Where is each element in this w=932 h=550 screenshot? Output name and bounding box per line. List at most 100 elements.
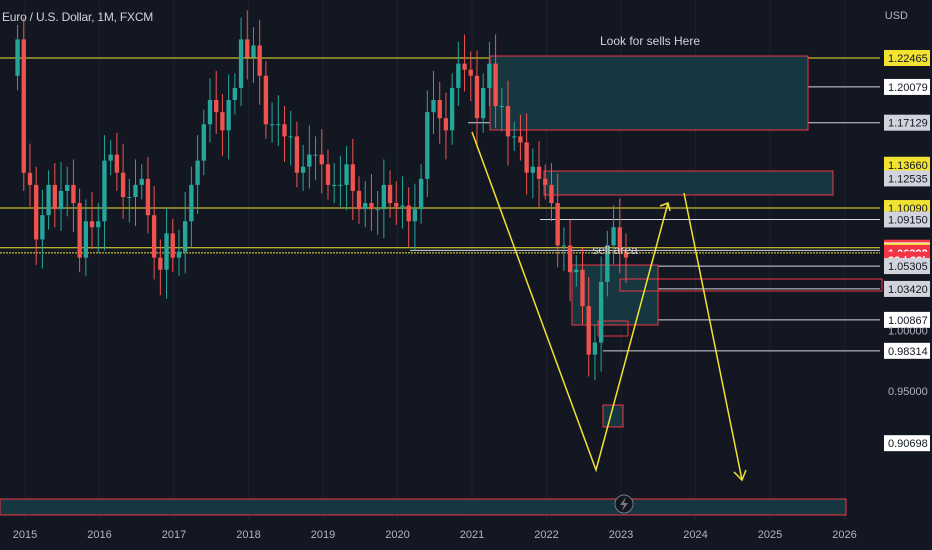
candle-body bbox=[394, 203, 399, 207]
candle-body bbox=[71, 184, 76, 204]
price-label-14: 1.00867 bbox=[888, 315, 928, 327]
price-label-3: 1.13660 bbox=[888, 160, 928, 172]
tick-label-2025: 2025 bbox=[758, 529, 782, 541]
lightning-icon[interactable] bbox=[614, 494, 634, 514]
candle-body bbox=[598, 281, 604, 343]
tick-label-2018: 2018 bbox=[236, 529, 260, 541]
candle-body bbox=[586, 306, 591, 355]
candle-body bbox=[387, 184, 393, 204]
candle-body bbox=[127, 197, 132, 199]
price-label-bg-4 bbox=[884, 170, 930, 187]
price-label-bg-16 bbox=[884, 342, 930, 359]
candle-body bbox=[617, 227, 622, 252]
candle-body bbox=[77, 203, 82, 258]
tick-label-2020: 2020 bbox=[385, 529, 409, 541]
down-arrow-head bbox=[733, 469, 747, 482]
candle-body bbox=[437, 100, 442, 119]
candle-body bbox=[114, 154, 120, 173]
candle-body bbox=[524, 142, 529, 173]
price-label-bg-14 bbox=[884, 311, 930, 328]
candle-body bbox=[499, 106, 504, 108]
candle-body bbox=[207, 100, 213, 125]
v-pattern-line[interactable] bbox=[471, 131, 669, 473]
candle-body bbox=[189, 184, 194, 222]
tick-label-2016: 2016 bbox=[87, 529, 111, 541]
candle-body bbox=[543, 178, 548, 185]
price-label-17: 0.95000 bbox=[888, 386, 928, 398]
candle-body bbox=[238, 39, 244, 88]
candle-body bbox=[232, 87, 238, 101]
bottom-range-box[interactable] bbox=[0, 498, 847, 516]
candle-body bbox=[46, 184, 51, 216]
price-label-6: 1.09150 bbox=[888, 214, 928, 226]
candle-body bbox=[505, 106, 511, 137]
candle-body bbox=[456, 63, 461, 88]
candle-body bbox=[375, 209, 380, 211]
candle-body bbox=[449, 87, 455, 131]
candle-body bbox=[120, 172, 126, 198]
candle-body bbox=[356, 190, 362, 210]
candle-body bbox=[214, 100, 219, 113]
candle-body bbox=[344, 164, 349, 185]
candle-body bbox=[487, 63, 492, 88]
candle-body bbox=[145, 178, 151, 216]
candle-body bbox=[567, 245, 573, 273]
candle-body bbox=[40, 215, 45, 240]
candle-body bbox=[512, 136, 517, 138]
price-label-12: 1.05305 bbox=[888, 261, 928, 273]
candle-body bbox=[58, 190, 64, 210]
candle-body bbox=[108, 154, 113, 161]
candle-body bbox=[325, 164, 331, 185]
currency-label: USD bbox=[884, 10, 908, 22]
tick-label-2022: 2022 bbox=[534, 529, 558, 541]
price-label-0: 1.22465 bbox=[888, 53, 928, 65]
zone-boxes bbox=[0, 55, 883, 516]
price-label-1: 1.20079 bbox=[888, 82, 928, 94]
candle-body bbox=[363, 203, 368, 210]
down-projection-line[interactable] bbox=[683, 192, 743, 481]
price-label-13: 1.03420 bbox=[888, 284, 928, 296]
price-label-bg-18 bbox=[884, 435, 930, 452]
candle-body bbox=[518, 136, 523, 143]
candle-body bbox=[263, 75, 269, 125]
sell-area-current-box[interactable] bbox=[619, 278, 883, 292]
candle-body bbox=[623, 251, 629, 258]
tick-label-2021: 2021 bbox=[460, 529, 484, 541]
candle-body bbox=[89, 221, 95, 228]
candle-body bbox=[462, 63, 467, 70]
upper-resistance-box[interactable] bbox=[543, 170, 834, 196]
candle-body bbox=[418, 178, 424, 210]
candle-body bbox=[176, 251, 182, 258]
candle-body bbox=[474, 75, 480, 119]
candle-body bbox=[536, 166, 542, 179]
candle-body bbox=[257, 45, 262, 76]
up-arrow-head bbox=[659, 202, 671, 212]
look-for-sells-box[interactable] bbox=[489, 55, 809, 131]
candle-body bbox=[96, 221, 101, 228]
candle-body bbox=[313, 154, 318, 156]
small-zone-box[interactable] bbox=[597, 320, 629, 337]
candle-body bbox=[245, 39, 250, 58]
candle-body bbox=[133, 184, 138, 198]
price-label-bg-3 bbox=[884, 156, 930, 173]
candle-body bbox=[406, 205, 411, 222]
price-axis[interactable]: 1.224651.200791.171291.136601.125351.100… bbox=[884, 50, 930, 452]
candle-body bbox=[139, 178, 144, 185]
candle-body bbox=[183, 221, 188, 252]
candle-body bbox=[493, 63, 498, 107]
candle-body bbox=[220, 112, 225, 131]
price-label-bg-2 bbox=[884, 114, 930, 131]
sell-area-box[interactable] bbox=[571, 264, 659, 326]
symbol-title[interactable]: Euro / U.S. Dollar, 1M, FXCM bbox=[2, 10, 154, 24]
candle-body bbox=[369, 203, 374, 210]
candle-body bbox=[592, 342, 598, 355]
price-label-bg-0 bbox=[884, 50, 930, 66]
tick-label-2023: 2023 bbox=[609, 529, 633, 541]
price-label-bg-1 bbox=[884, 78, 930, 95]
candle-body bbox=[195, 160, 200, 185]
tick-label-2019: 2019 bbox=[311, 529, 335, 541]
candle-body bbox=[226, 100, 231, 131]
price-label-bg-6 bbox=[884, 211, 930, 228]
time-axis[interactable]: 2015 2016 2017 2018 2019 2020 2021 2022 2023 2024… bbox=[13, 529, 857, 541]
